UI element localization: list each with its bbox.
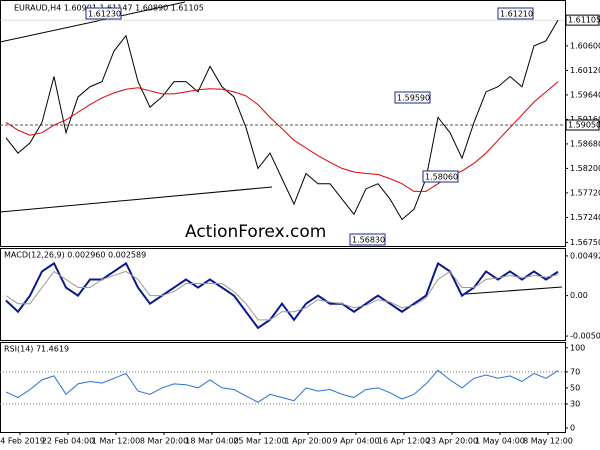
annotation: 1.56830 <box>352 236 385 245</box>
y-tick-label: 0.004921 <box>570 251 600 260</box>
y-tick-label: 0.00 <box>570 291 588 300</box>
price-box <box>565 14 600 26</box>
series-line <box>5 261 559 330</box>
y-tick-label: 1.59160 <box>570 115 600 124</box>
annotation: 1.61230 <box>88 10 121 19</box>
y-tick-label: 0 <box>570 423 575 432</box>
series-line <box>5 19 559 221</box>
y-tick-label: 1.58200 <box>570 164 600 173</box>
series-line <box>5 369 559 403</box>
x-tick-label: 14 Feb 2019 <box>0 437 45 446</box>
watermark: ActionForex.com <box>185 222 326 242</box>
y-tick-label: 1.56750 <box>570 238 600 247</box>
macd-title: MACD(12,26,9) 0.002960 0.002589 <box>4 251 146 260</box>
x-tick-label: 1 May 04:00 <box>475 437 525 446</box>
annotation-box <box>85 7 122 20</box>
price-box <box>565 119 600 131</box>
macd-panel <box>0 248 566 341</box>
y-tick-label: 1.60600 <box>570 41 600 50</box>
y-tick-label: 30 <box>570 399 580 408</box>
annotation: 1.59590 <box>397 94 430 103</box>
annotation-box <box>349 233 386 246</box>
annotation: 1.58060 <box>425 173 458 182</box>
price-label: 1.61105 <box>568 16 600 25</box>
x-tick-label: 8 May 12:00 <box>523 437 573 446</box>
x-tick-label: 23 Apr 20:00 <box>426 437 478 446</box>
x-tick-label: 9 Apr 04:00 <box>332 437 379 446</box>
y-tick-label: 1.57720 <box>570 188 600 197</box>
trend-line <box>0 1 186 43</box>
x-tick-label: 22 Feb 04:00 <box>42 437 94 446</box>
x-tick-label: 25 Mar 12:00 <box>233 437 286 446</box>
annotation-box <box>497 7 534 20</box>
x-tick-label: 16 Apr 12:00 <box>378 437 430 446</box>
series-line <box>5 81 559 192</box>
y-tick-label: 1.60120 <box>570 66 600 75</box>
trend-line <box>465 286 563 295</box>
y-tick-label: 50 <box>570 383 580 392</box>
y-tick-label: 1.59640 <box>570 90 600 99</box>
y-tick-label: -0.005011 <box>570 332 600 341</box>
annotation-box <box>394 91 431 104</box>
x-tick-label: 18 Mar 04:00 <box>185 437 238 446</box>
series-line <box>5 270 559 321</box>
annotation: 1.61210 <box>500 10 533 19</box>
x-tick-label: 1 Apr 20:00 <box>284 437 331 446</box>
y-tick-label: 1.57240 <box>570 213 600 222</box>
price-label: 1.59050 <box>568 121 600 130</box>
rsi-title: RSI(14) 71.4619 <box>4 345 69 354</box>
annotation-box <box>422 170 459 183</box>
trend-line <box>0 186 273 213</box>
x-tick-label: 1 Mar 12:00 <box>92 437 140 446</box>
y-tick-label: 100 <box>570 343 585 352</box>
y-tick-label: 70 <box>570 367 580 376</box>
y-tick-label: 1.58680 <box>570 139 600 148</box>
x-tick-label: 8 Mar 20:00 <box>140 437 188 446</box>
